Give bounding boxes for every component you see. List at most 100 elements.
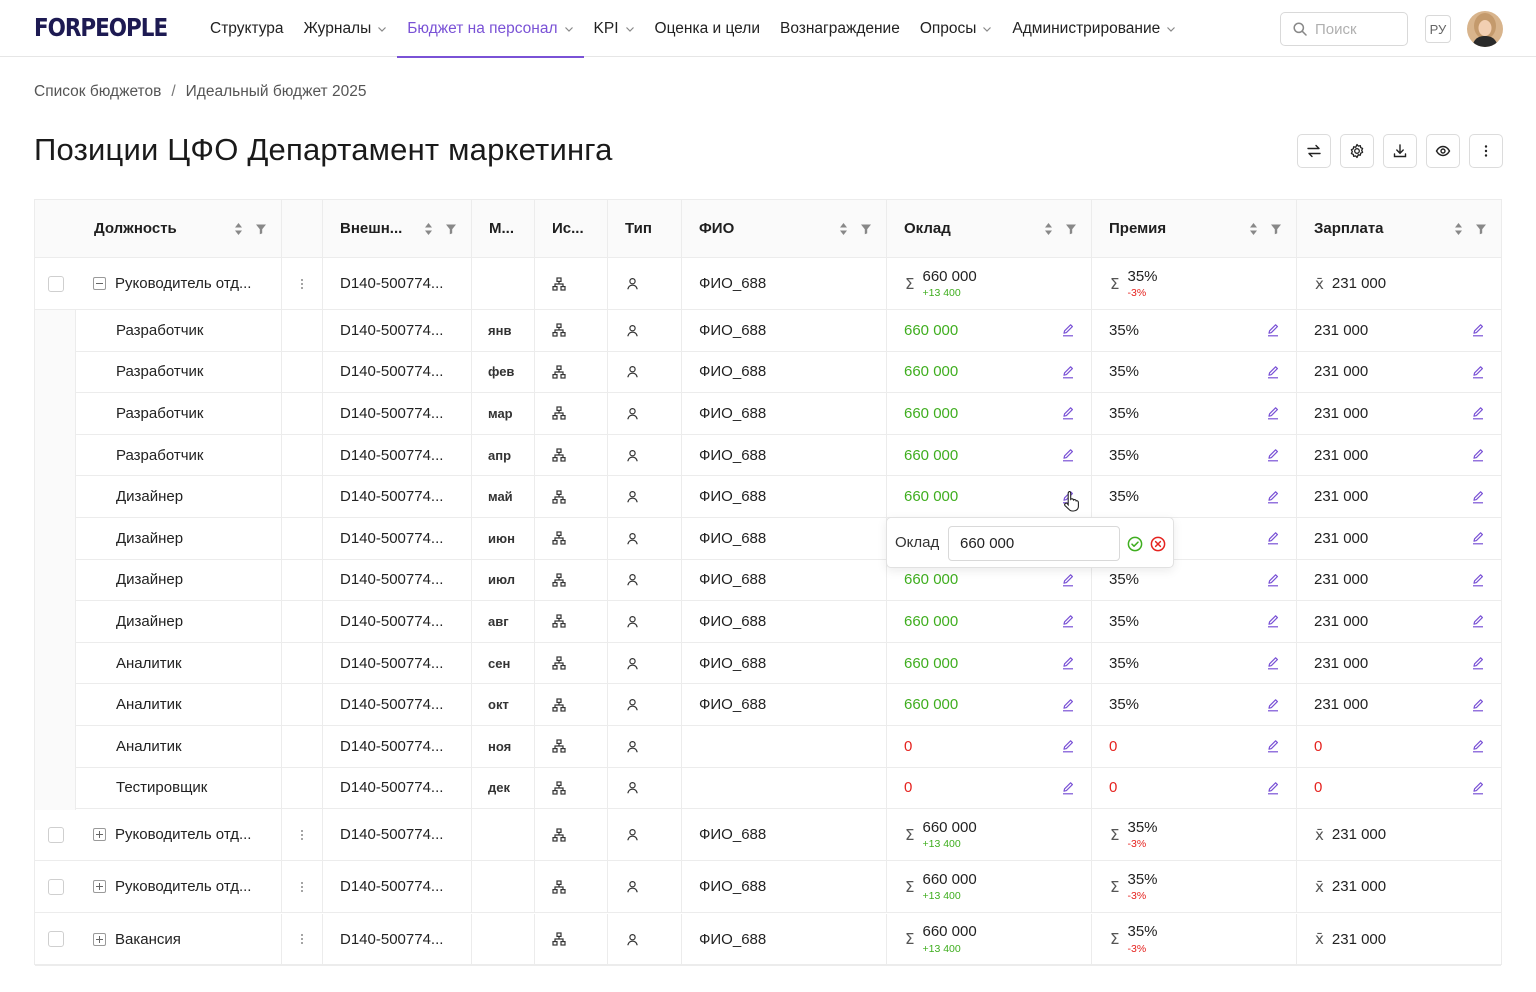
edit-icon[interactable] bbox=[1471, 573, 1485, 587]
column-header-salary[interactable]: Оклад bbox=[887, 200, 1092, 258]
column-header-fio[interactable]: ФИО bbox=[682, 200, 887, 258]
table-row[interactable]: Разработчик D140-500774... апр ФИО_688 660 0… bbox=[35, 434, 1501, 478]
edit-icon[interactable] bbox=[1471, 614, 1485, 628]
edit-icon[interactable] bbox=[1061, 406, 1075, 420]
table-row[interactable]: Руководитель отд... D140-500774... ФИО_688… bbox=[35, 809, 1501, 861]
edit-icon[interactable] bbox=[1061, 698, 1075, 712]
edit-icon[interactable] bbox=[1266, 323, 1280, 337]
sort-icon[interactable] bbox=[1249, 222, 1258, 236]
expand-icon[interactable] bbox=[93, 880, 106, 894]
edit-icon[interactable] bbox=[1471, 323, 1485, 337]
view-button[interactable] bbox=[1426, 134, 1460, 168]
expand-icon[interactable] bbox=[93, 828, 106, 841]
row-menu-icon[interactable] bbox=[300, 829, 304, 841]
search-input[interactable] bbox=[1315, 20, 1395, 38]
filter-icon[interactable] bbox=[445, 223, 457, 235]
sort-icon[interactable] bbox=[1454, 222, 1463, 236]
edit-icon[interactable] bbox=[1471, 739, 1485, 753]
sort-icon[interactable] bbox=[234, 222, 243, 236]
table-row[interactable]: Дизайнер D140-500774... июл ФИО_688 660 000 3… bbox=[35, 559, 1501, 603]
edit-icon[interactable] bbox=[1266, 781, 1280, 795]
expand-icon[interactable] bbox=[93, 932, 106, 946]
edit-icon[interactable] bbox=[1061, 573, 1075, 587]
edit-icon[interactable] bbox=[1061, 656, 1075, 670]
nav-item[interactable]: KPI bbox=[584, 0, 645, 57]
nav-item[interactable]: Администрирование bbox=[1002, 0, 1186, 57]
language-switch[interactable]: РУ bbox=[1425, 15, 1451, 43]
sort-icon[interactable] bbox=[424, 222, 433, 236]
filter-icon[interactable] bbox=[1065, 223, 1077, 235]
edit-icon[interactable] bbox=[1061, 781, 1075, 795]
filter-icon[interactable] bbox=[1475, 223, 1487, 235]
table-row[interactable]: Аналитик D140-500774... окт ФИО_688 660 000 3… bbox=[35, 684, 1501, 727]
breadcrumb-budget-list[interactable]: Список бюджетов bbox=[34, 83, 162, 100]
edit-icon[interactable] bbox=[1061, 448, 1075, 462]
logo[interactable]: FORPEOPLE bbox=[34, 13, 168, 42]
edit-icon[interactable] bbox=[1471, 490, 1485, 504]
nav-item[interactable]: Журналы bbox=[294, 0, 398, 57]
table-row[interactable]: Разработчик D140-500774... фев ФИО_688 660 0… bbox=[35, 351, 1501, 395]
column-header-position[interactable]: Должность bbox=[35, 200, 282, 258]
column-header-bonus[interactable]: Премия bbox=[1092, 200, 1297, 258]
row-menu-icon[interactable] bbox=[300, 278, 304, 290]
settings-button[interactable] bbox=[1340, 134, 1374, 168]
table-row[interactable]: Разработчик D140-500774... мар ФИО_688 660 0… bbox=[35, 393, 1501, 436]
avatar[interactable] bbox=[1467, 11, 1503, 47]
swap-button[interactable] bbox=[1297, 134, 1331, 168]
edit-icon[interactable] bbox=[1061, 614, 1075, 628]
column-header-external[interactable]: Внешн... bbox=[323, 200, 472, 258]
nav-item[interactable]: Структура bbox=[200, 0, 294, 57]
edit-icon[interactable] bbox=[1266, 448, 1280, 462]
edit-icon[interactable] bbox=[1471, 531, 1485, 545]
table-row[interactable]: Разработчик D140-500774... янв ФИО_688 660 0… bbox=[35, 310, 1501, 353]
close-circle-icon[interactable] bbox=[1150, 536, 1166, 552]
table-row[interactable]: Дизайнер D140-500774... май ФИО_688 660 000 3… bbox=[35, 476, 1501, 519]
edit-icon[interactable] bbox=[1471, 698, 1485, 712]
collapse-icon[interactable] bbox=[93, 277, 106, 290]
sort-icon[interactable] bbox=[1044, 222, 1053, 236]
more-button[interactable] bbox=[1469, 134, 1503, 168]
sort-icon[interactable] bbox=[839, 222, 848, 236]
edit-icon[interactable] bbox=[1266, 656, 1280, 670]
edit-icon[interactable] bbox=[1061, 739, 1075, 753]
salary-edit-input[interactable] bbox=[948, 526, 1120, 561]
table-row[interactable]: Дизайнер D140-500774... июн ФИО_688 231 000 bbox=[35, 518, 1501, 561]
edit-icon[interactable] bbox=[1266, 739, 1280, 753]
nav-item[interactable]: Оценка и цели bbox=[645, 0, 770, 57]
table-row[interactable]: Дизайнер D140-500774... авг ФИО_688 660 000 3… bbox=[35, 601, 1501, 644]
edit-icon[interactable] bbox=[1266, 614, 1280, 628]
breadcrumb-current[interactable]: Идеальный бюджет 2025 bbox=[185, 83, 367, 100]
column-header-pay[interactable]: Зарплата bbox=[1297, 200, 1501, 258]
row-checkbox[interactable] bbox=[48, 931, 64, 948]
row-checkbox[interactable] bbox=[48, 878, 64, 895]
nav-item[interactable]: Опросы bbox=[910, 0, 1003, 57]
edit-icon[interactable] bbox=[1266, 490, 1280, 504]
nav-item[interactable]: Вознаграждение bbox=[770, 0, 910, 57]
table-row[interactable]: Вакансия D140-500774... ФИО_688 Σ 660 000 +13… bbox=[35, 913, 1501, 966]
filter-icon[interactable] bbox=[255, 223, 267, 235]
filter-icon[interactable] bbox=[1270, 223, 1282, 235]
table-row[interactable]: Тестировщик D140-500774... дек 0 0 0 bbox=[35, 767, 1501, 811]
table-row[interactable]: Аналитик D140-500774... сен ФИО_688 660 000 3… bbox=[35, 642, 1501, 686]
nav-item[interactable]: Бюджет на персонал bbox=[397, 0, 584, 58]
edit-icon[interactable] bbox=[1266, 531, 1280, 545]
row-menu-icon[interactable] bbox=[300, 933, 304, 945]
search-box[interactable] bbox=[1280, 12, 1408, 46]
edit-icon[interactable] bbox=[1266, 573, 1280, 587]
check-circle-icon[interactable] bbox=[1127, 536, 1143, 552]
edit-icon[interactable] bbox=[1061, 323, 1075, 337]
edit-icon[interactable] bbox=[1266, 406, 1280, 420]
row-menu-icon[interactable] bbox=[300, 881, 304, 893]
filter-icon[interactable] bbox=[860, 223, 872, 235]
edit-icon[interactable] bbox=[1266, 365, 1280, 379]
table-row[interactable]: Руководитель отд... D140-500774... ФИО_688… bbox=[35, 258, 1501, 310]
table-row[interactable]: Аналитик D140-500774... ноя 0 0 0 bbox=[35, 726, 1501, 769]
edit-icon[interactable] bbox=[1471, 448, 1485, 462]
edit-icon[interactable] bbox=[1266, 698, 1280, 712]
row-checkbox[interactable] bbox=[48, 826, 64, 843]
row-checkbox[interactable] bbox=[48, 275, 64, 292]
edit-icon[interactable] bbox=[1471, 365, 1485, 379]
download-button[interactable] bbox=[1383, 134, 1417, 168]
table-row[interactable]: Руководитель отд... D140-500774... ФИО_688… bbox=[35, 861, 1501, 914]
edit-icon[interactable] bbox=[1471, 656, 1485, 670]
